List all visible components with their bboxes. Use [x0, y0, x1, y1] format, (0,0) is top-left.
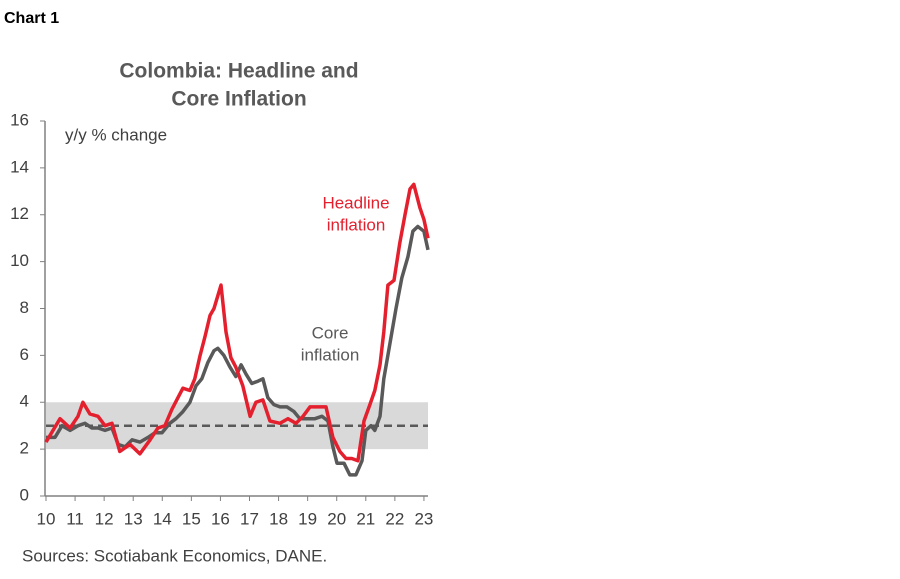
x-tick-label: 20 — [327, 509, 346, 528]
y-tick-label: 16 — [10, 110, 29, 129]
x-tick-label: 21 — [356, 509, 375, 528]
x-tick-label: 11 — [66, 509, 84, 528]
series-line — [46, 224, 430, 477]
x-tick-label: 22 — [385, 509, 404, 528]
series-label: Headline — [322, 193, 389, 212]
y-tick-label: 6 — [20, 345, 29, 364]
x-tick-label: 17 — [240, 509, 259, 528]
series-label: inflation — [327, 215, 386, 234]
x-tick-label: 14 — [153, 509, 172, 528]
x-tick-label: 15 — [182, 509, 201, 528]
x-tick-label: 19 — [298, 509, 317, 528]
chart-label: Chart 1 — [4, 10, 59, 27]
x-tick-label: 16 — [211, 509, 230, 528]
x-tick-label: 13 — [124, 509, 143, 528]
series-line — [44, 182, 430, 463]
source: Sources: Scotiabank Economics, DANE. — [22, 546, 327, 565]
series-label: inflation — [301, 345, 360, 364]
y-axis-label: y/y % change — [65, 125, 167, 144]
series-label: Core — [312, 323, 349, 342]
x-tick-label: 18 — [269, 509, 288, 528]
y-tick-label: 4 — [20, 392, 29, 411]
y-tick-label: 8 — [20, 298, 29, 317]
y-tick-label: 2 — [20, 439, 29, 458]
y-tick-label: 12 — [10, 204, 29, 223]
x-tick-label: 23 — [414, 509, 433, 528]
y-tick-label: 14 — [10, 157, 29, 176]
y-tick-label: 0 — [20, 485, 29, 504]
x-tick-label: 12 — [95, 509, 114, 528]
y-tick-label: 10 — [10, 251, 29, 270]
chart-title: Core Inflation — [171, 88, 306, 111]
chart-title: Colombia: Headline and — [119, 60, 358, 83]
x-tick-label: 10 — [37, 509, 56, 528]
